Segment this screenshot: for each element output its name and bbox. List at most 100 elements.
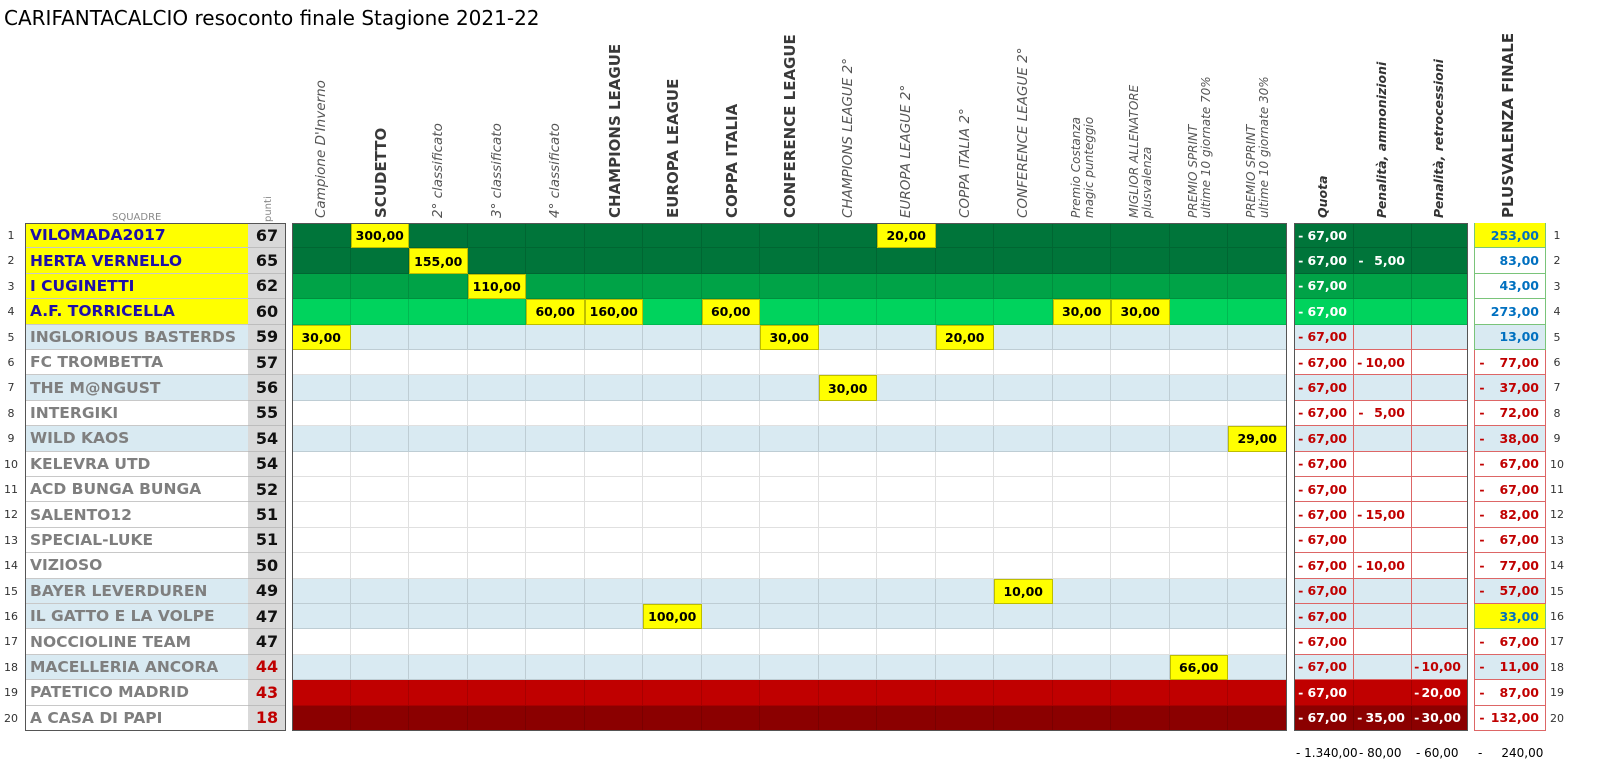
cell-value: 5,00 [1374, 253, 1405, 269]
cell-amm [1354, 527, 1412, 554]
grid-cell [467, 426, 526, 452]
grid-cell [292, 477, 351, 503]
grid-cell [584, 375, 643, 401]
grid-cell [818, 705, 877, 731]
grid-cell [350, 527, 409, 554]
grid-cell [935, 350, 994, 376]
cell-value: 35,00 [1365, 710, 1405, 726]
column-header-line: EUROPA LEAGUE 2° [898, 84, 915, 218]
minus-sign: - [1298, 354, 1304, 370]
grid-cell [818, 629, 877, 655]
grid-cell [994, 629, 1053, 655]
grid-cell [350, 248, 409, 274]
grid-cell [1052, 273, 1111, 300]
grid-cell [1052, 324, 1111, 350]
grid-cell [818, 273, 877, 300]
grid-cell [350, 477, 409, 503]
minus-sign: - [1298, 303, 1304, 319]
grid-cell [292, 553, 351, 579]
grid-cell [760, 400, 819, 427]
grid-cell [994, 680, 1053, 706]
cell-retro [1412, 426, 1468, 452]
minus-sign: - [1358, 405, 1364, 421]
cell-value: 67,00 [1307, 710, 1347, 726]
grid-cell [1228, 375, 1287, 401]
grid-cell [467, 502, 526, 528]
prize-cell: 20,00 [935, 324, 994, 350]
grid-cell [467, 350, 526, 376]
minus-sign: - [1479, 456, 1485, 472]
grid-cell [760, 426, 819, 452]
grid-cell [877, 248, 936, 274]
row-number: 3 [7, 279, 15, 293]
row-number: 15 [4, 584, 18, 598]
cell-retro: -20,00 [1412, 680, 1468, 706]
grid-cell [643, 299, 702, 325]
grid-cell [1228, 604, 1287, 630]
cell-value: 67,00 [1499, 481, 1539, 497]
grid-cell [1111, 248, 1170, 274]
row-number: 12 [4, 508, 18, 522]
grid-cell [292, 502, 351, 528]
cell-retro [1412, 350, 1468, 376]
prize-cell: 20,00 [877, 223, 936, 249]
grid-cell [526, 400, 585, 427]
page-title: CARIFANTACALCIO resoconto finale Stagion… [4, 6, 540, 30]
row-number-right: 10 [1550, 457, 1564, 471]
grid-cell [877, 375, 936, 401]
grid-cell [467, 629, 526, 655]
row-number: 20 [4, 711, 18, 725]
grid-cell [701, 578, 760, 604]
grid-cell [526, 451, 585, 477]
grid-cell [643, 553, 702, 579]
prize-cell: 30,00 [1111, 299, 1170, 325]
team-name: A CASA DI PAPI [25, 705, 248, 731]
column-header-line: EUROPA LEAGUE [664, 78, 683, 218]
grid-cell [1052, 527, 1111, 554]
prize-cell: 60,00 [701, 299, 760, 325]
cell-retro [1412, 273, 1468, 300]
row-number: 16 [4, 610, 18, 623]
cell-plusvalenza: -77,00 [1474, 350, 1546, 376]
grid-cell [877, 451, 936, 477]
grid-cell [1052, 578, 1111, 604]
grid-cell [350, 426, 409, 452]
grid-cell [409, 350, 468, 376]
grid-cell [292, 426, 351, 452]
grid-cell [1169, 604, 1228, 630]
grid-cell [526, 629, 585, 655]
team-name: ACD BUNGA BUNGA [25, 477, 248, 503]
grid-cell [994, 527, 1053, 554]
grid-cell [935, 273, 994, 300]
cell-quota: -67,00 [1294, 680, 1354, 706]
grid-cell [409, 477, 468, 503]
cell-plusvalenza: -38,00 [1474, 426, 1546, 452]
grid-cell [1052, 553, 1111, 579]
cell-plusvalenza: -132,00 [1474, 705, 1546, 731]
cell-retro [1412, 553, 1468, 579]
grid-cell [818, 477, 877, 503]
team-name: BAYER LEVERDUREN [25, 578, 248, 604]
cell-value: 72,00 [1499, 405, 1539, 421]
grid-cell [1052, 477, 1111, 503]
cell-value: 87,00 [1499, 684, 1539, 700]
grid-cell [584, 324, 643, 350]
cell-quota: -67,00 [1294, 299, 1354, 325]
team-points: 65 [248, 248, 286, 274]
cell-quota: -67,00 [1294, 223, 1354, 249]
grid-cell [1169, 375, 1228, 401]
cell-plusvalenza: -87,00 [1474, 680, 1546, 706]
cell-amm [1354, 223, 1412, 249]
grid-cell [1228, 578, 1287, 604]
team-points: 59 [248, 324, 286, 350]
grid-cell [526, 604, 585, 630]
team-points: 44 [248, 654, 286, 681]
grid-cell [643, 654, 702, 681]
grid-cell [1228, 324, 1287, 350]
row-number: 11 [4, 483, 18, 496]
grid-cell [526, 477, 585, 503]
grid-cell [584, 451, 643, 477]
grid-cell [1052, 654, 1111, 681]
team-name: VILOMADA2017 [25, 223, 248, 249]
cell-value: 82,00 [1499, 507, 1539, 523]
